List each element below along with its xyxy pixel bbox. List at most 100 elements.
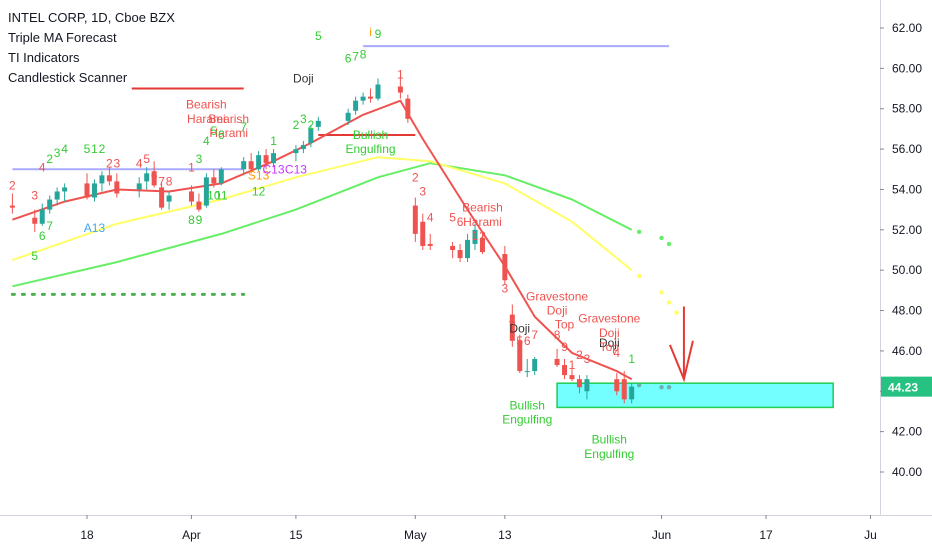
pattern-label: Doji: [599, 326, 620, 340]
pattern-label: 3: [54, 146, 61, 160]
price-tick-label: 62.00: [892, 21, 922, 35]
candle-body: [32, 217, 38, 224]
pattern-label: 2: [46, 152, 53, 166]
pattern-label: 1: [270, 134, 277, 148]
time-tick-label: 18: [80, 528, 94, 542]
legend-indicator-ti[interactable]: TI Indicators: [8, 50, 80, 65]
forecast-arrow-layer: [668, 306, 694, 383]
candle-body: [629, 386, 635, 400]
candle-body: [554, 358, 560, 366]
candle-body: [256, 155, 262, 170]
candle-body: [39, 209, 45, 224]
ma-slow-forecast-dot: [666, 241, 672, 247]
pattern-label: 11: [215, 189, 228, 203]
pattern-label: 2: [106, 156, 113, 170]
price-axis[interactable]: 62.00 60.00 58.00 56.00 54.00 52.00 50.00 48.00…: [880, 0, 932, 550]
pattern-label: 2: [576, 348, 583, 362]
candle-body: [524, 371, 530, 373]
time-tick-label: Apr: [182, 528, 201, 542]
candle-body: [62, 187, 68, 192]
pattern-label: 8: [360, 47, 367, 61]
ma-mid-forecast-dot: [659, 290, 664, 295]
pattern-label: Top: [600, 340, 620, 354]
price-tick-label: 60.00: [892, 61, 922, 75]
candle-body: [569, 375, 575, 380]
candle-body: [368, 96, 374, 99]
pattern-label: 6: [345, 51, 352, 65]
pattern-label: C13: [285, 162, 307, 176]
candle-body: [509, 314, 515, 341]
pattern-label: Bearish: [462, 201, 503, 215]
ma-slow-forecast-dot: [636, 229, 642, 235]
pattern-label: Gravestone: [526, 289, 588, 303]
pattern-label: 8: [554, 328, 561, 342]
candle-body: [479, 237, 485, 253]
ma-mid-forecast-dot: [636, 274, 642, 279]
legend-symbol[interactable]: INTEL CORP, 1D, Cboe BZX: [8, 10, 175, 25]
pattern-label: 2: [293, 118, 300, 132]
current-price-badge: [881, 376, 932, 397]
candle-body: [248, 161, 254, 170]
pattern-label: 5: [516, 334, 523, 348]
candle-body: [106, 175, 112, 182]
pattern-label: 10: [207, 189, 221, 203]
price-tick-label: 50.00: [892, 263, 922, 277]
pattern-label: Harami: [209, 126, 248, 140]
price-tick-label: 46.00: [892, 344, 922, 358]
price-axis-background: [880, 0, 932, 550]
candle-body: [397, 86, 403, 93]
candle-body: [271, 153, 277, 164]
pattern-label: Top: [555, 318, 575, 332]
time-axis[interactable]: 18 Apr 15 May 13 Jun 17 Ju: [0, 515, 932, 550]
pattern-label: Gravestone: [578, 312, 640, 326]
pattern-label: Harami: [463, 215, 502, 229]
candle-body: [405, 98, 411, 119]
pattern-label: 5: [315, 29, 322, 43]
candle-body: [263, 155, 269, 164]
candle-body: [144, 173, 150, 182]
legend-indicator-triple-ma[interactable]: Triple MA Forecast: [8, 30, 117, 45]
pattern-label: S13: [248, 168, 270, 182]
pattern-label: 2: [308, 118, 315, 132]
candle-body: [315, 120, 321, 127]
price-tick-label: 56.00: [892, 142, 922, 156]
pattern-label: 6: [524, 334, 531, 348]
pattern-label: Doji: [293, 71, 314, 85]
candle-body: [211, 177, 217, 184]
pattern-label: Bullish: [510, 398, 545, 412]
pattern-label: 2: [99, 142, 106, 156]
ma-mid-line: [12, 156, 633, 271]
legend-indicator-candlestick-scanner[interactable]: Candlestick Scanner: [8, 70, 128, 85]
candle-body: [517, 340, 523, 372]
pattern-label: Bullish: [592, 433, 627, 447]
candles-layer: [9, 76, 635, 404]
candle-body: [465, 239, 471, 259]
price-tick-label: 52.00: [892, 223, 922, 237]
candle-body: [188, 191, 194, 202]
ma-slow-line: [12, 162, 633, 288]
candle-body: [47, 199, 53, 210]
candle-body: [427, 243, 433, 246]
pattern-label: 4: [61, 142, 68, 156]
pattern-label: 3: [300, 112, 307, 126]
candle-body: [159, 187, 165, 208]
candle-body: [345, 112, 351, 121]
pattern-label: A13: [84, 221, 106, 235]
candle-body: [136, 183, 142, 190]
pattern-label: 3: [114, 156, 121, 170]
pattern-label: 3: [31, 189, 38, 203]
pattern-label: 5: [143, 152, 150, 166]
pattern-label: 8: [188, 213, 195, 227]
ma-mid-forecast-dot: [674, 310, 679, 315]
price-tick-label: 40.00: [892, 465, 922, 479]
candle-body: [562, 365, 568, 376]
pattern-label: i: [369, 25, 372, 39]
pattern-label: Engulfing: [584, 447, 634, 461]
pattern-label: 5: [84, 142, 91, 156]
pattern-label: 7: [240, 120, 247, 134]
candle-body: [300, 145, 306, 150]
time-tick-label: Jun: [652, 528, 671, 542]
pattern-label: 7: [531, 328, 538, 342]
